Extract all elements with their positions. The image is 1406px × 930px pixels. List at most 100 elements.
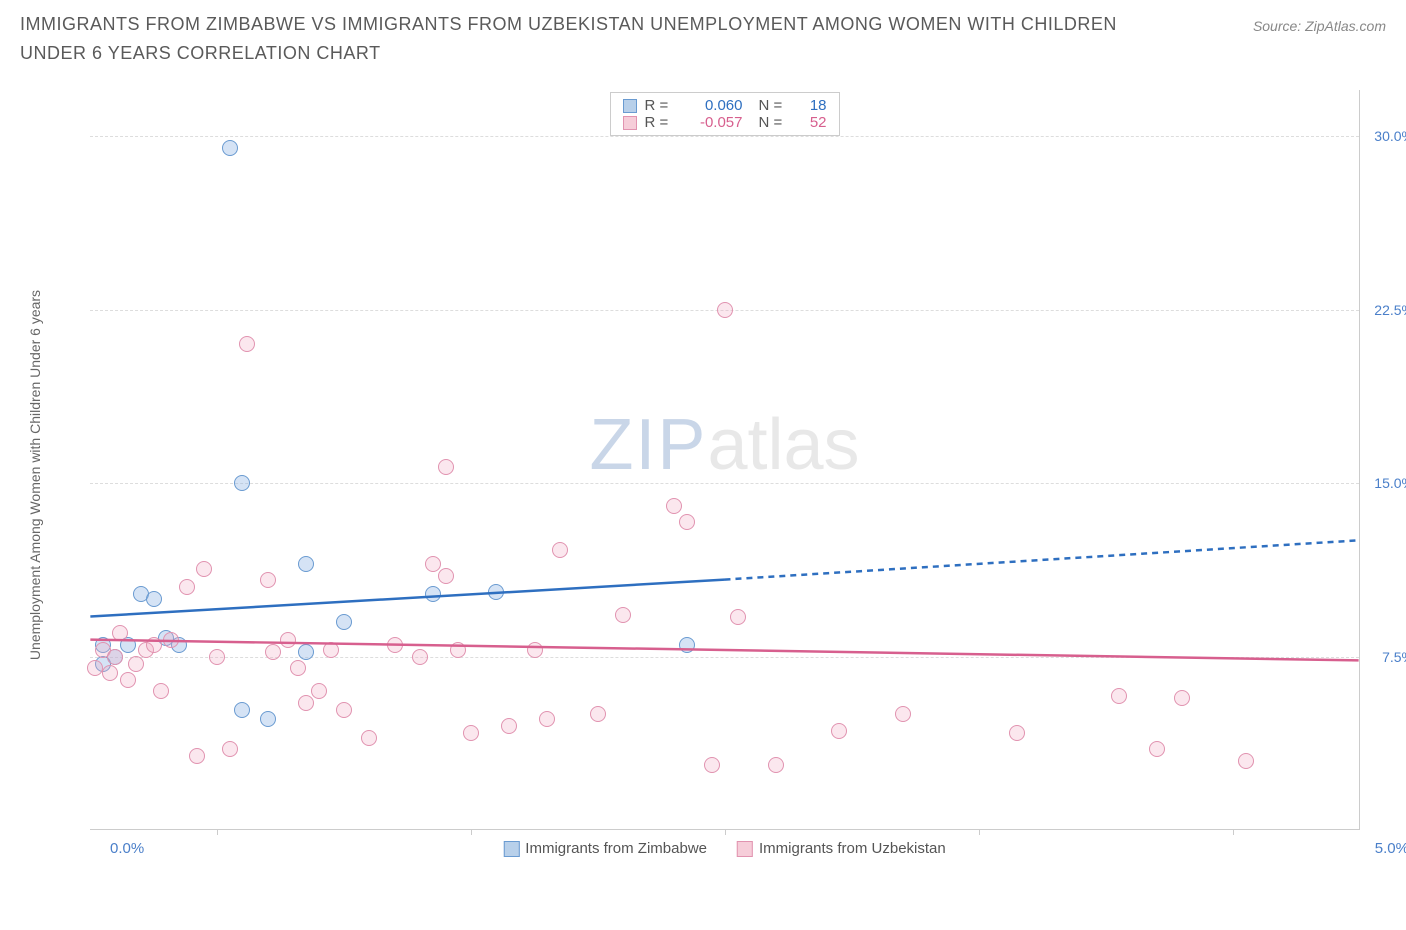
data-point <box>153 683 169 699</box>
data-point <box>222 741 238 757</box>
data-point <box>222 140 238 156</box>
gridline <box>90 657 1359 658</box>
legend-item-uzbekistan: Immigrants from Uzbekistan <box>737 840 946 857</box>
data-point <box>179 579 195 595</box>
data-point <box>290 660 306 676</box>
data-point <box>704 757 720 773</box>
x-tick <box>217 829 218 835</box>
data-point <box>298 644 314 660</box>
stats-row: R = 0.060 N = 18 <box>623 97 827 114</box>
data-point <box>463 725 479 741</box>
data-point <box>260 572 276 588</box>
data-point <box>87 660 103 676</box>
trend-lines <box>90 90 1359 829</box>
stat-r-value: -0.057 <box>683 114 743 131</box>
data-point <box>527 642 543 658</box>
chart-container: Unemployment Among Women with Children U… <box>65 90 1385 860</box>
stat-r-value: 0.060 <box>683 97 743 114</box>
data-point <box>323 642 339 658</box>
legend-label-uzbekistan: Immigrants from Uzbekistan <box>759 840 946 857</box>
y-tick-label: 22.5% <box>1374 302 1406 318</box>
legend-label-zimbabwe: Immigrants from Zimbabwe <box>525 840 707 857</box>
data-point <box>666 498 682 514</box>
data-point <box>112 625 128 641</box>
data-point <box>679 514 695 530</box>
data-point <box>438 459 454 475</box>
data-point <box>615 607 631 623</box>
data-point <box>336 702 352 718</box>
data-point <box>831 723 847 739</box>
swatch-zimbabwe <box>503 841 519 857</box>
x-tick <box>725 829 726 835</box>
data-point <box>234 475 250 491</box>
stat-n-value: 18 <box>797 97 827 114</box>
scatter-plot: ZIPatlas R = 0.060 N = 18R = -0.057 N = 52 0.0… <box>90 90 1360 830</box>
data-point <box>189 748 205 764</box>
data-point <box>311 683 327 699</box>
data-point <box>239 336 255 352</box>
data-point <box>552 542 568 558</box>
x-tick <box>471 829 472 835</box>
data-point <box>196 561 212 577</box>
watermark-zip: ZIP <box>589 405 707 485</box>
stat-r-label: R = <box>645 97 675 114</box>
y-tick-label: 30.0% <box>1374 128 1406 144</box>
data-point <box>146 637 162 653</box>
data-point <box>336 614 352 630</box>
data-point <box>280 632 296 648</box>
watermark: ZIPatlas <box>589 404 859 486</box>
data-point <box>768 757 784 773</box>
stat-n-value: 52 <box>797 114 827 131</box>
data-point <box>128 656 144 672</box>
x-tick <box>979 829 980 835</box>
data-point <box>265 644 281 660</box>
data-point <box>1111 688 1127 704</box>
x-axis-max: 5.0% <box>1375 840 1406 857</box>
data-point <box>146 591 162 607</box>
data-point <box>298 695 314 711</box>
data-point <box>1009 725 1025 741</box>
data-point <box>209 649 225 665</box>
data-point <box>717 302 733 318</box>
data-point <box>450 642 466 658</box>
x-tick <box>1233 829 1234 835</box>
gridline <box>90 483 1359 484</box>
data-point <box>120 672 136 688</box>
data-point <box>590 706 606 722</box>
data-point <box>501 718 517 734</box>
x-axis-min: 0.0% <box>110 840 144 857</box>
stats-legend: R = 0.060 N = 18R = -0.057 N = 52 <box>610 92 840 136</box>
y-tick-label: 7.5% <box>1382 649 1406 665</box>
data-point <box>1149 741 1165 757</box>
data-point <box>163 632 179 648</box>
data-point <box>260 711 276 727</box>
data-point <box>107 649 123 665</box>
data-point <box>438 568 454 584</box>
watermark-atlas: atlas <box>707 405 859 485</box>
data-point <box>102 665 118 681</box>
data-point <box>895 706 911 722</box>
data-point <box>679 637 695 653</box>
stats-row: R =-0.057N =52 <box>623 114 827 131</box>
stats-swatch <box>623 99 637 113</box>
data-point <box>425 586 441 602</box>
stat-n-label: N = <box>759 97 789 114</box>
data-point <box>234 702 250 718</box>
series-legend: Immigrants from Zimbabwe Immigrants from… <box>503 840 945 857</box>
legend-item-zimbabwe: Immigrants from Zimbabwe <box>503 840 707 857</box>
data-point <box>730 609 746 625</box>
swatch-uzbekistan <box>737 841 753 857</box>
chart-title: IMMIGRANTS FROM ZIMBABWE VS IMMIGRANTS F… <box>20 10 1120 68</box>
stats-swatch <box>623 116 637 130</box>
data-point <box>1174 690 1190 706</box>
gridline <box>90 136 1359 137</box>
source-attribution: Source: ZipAtlas.com <box>1253 18 1386 34</box>
y-tick-label: 15.0% <box>1374 475 1406 491</box>
data-point <box>539 711 555 727</box>
data-point <box>488 584 504 600</box>
data-point <box>387 637 403 653</box>
data-point <box>298 556 314 572</box>
stat-r-label: R = <box>645 114 675 131</box>
y-axis-label: Unemployment Among Women with Children U… <box>27 290 43 660</box>
data-point <box>1238 753 1254 769</box>
